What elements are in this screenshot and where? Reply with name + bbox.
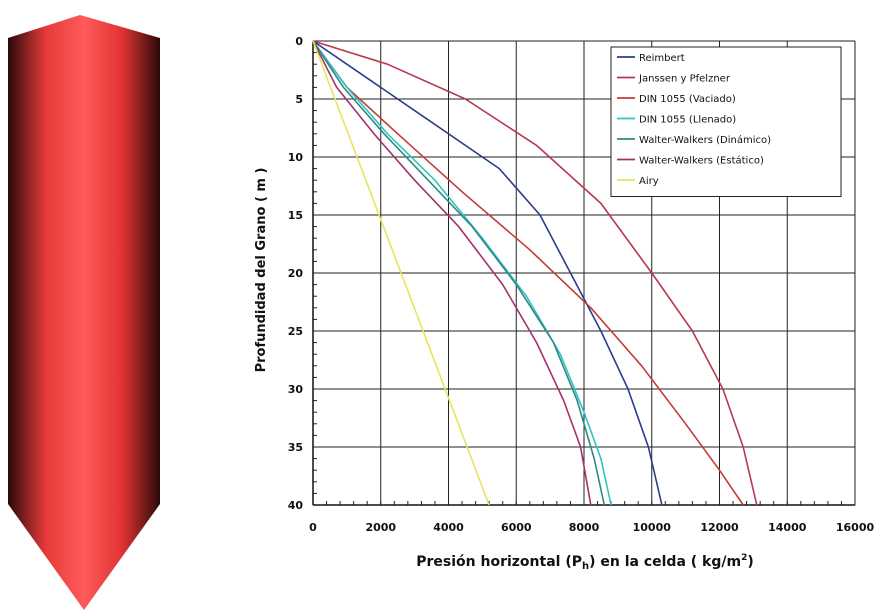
y-tick-label: 40 [288, 499, 304, 512]
series-line-3 [312, 40, 744, 506]
x-tick-labels: 0 2000 4000 6000 8000 10000 12000 14000 16000 [309, 521, 874, 534]
y-tick-labels: 0 5 10 15 20 25 30 35 40 [288, 35, 304, 512]
y-axis-title: Profundidad del Grano ( m ) [254, 168, 269, 373]
x-axis-title-sub: h [582, 561, 589, 572]
x-axis-title-mid: ) en la celda ( kg/m [589, 554, 741, 570]
chart-axes [312, 40, 856, 506]
y-tick-label: 0 [295, 35, 303, 48]
x-tick-label: 10000 [633, 521, 672, 534]
legend-entry: Janssen y Pfelzner [638, 74, 731, 85]
x-axis-title: Presión horizontal (Ph) en la celda ( kg… [416, 553, 754, 572]
legend: Reimbert Janssen y Pfelzner DIN 1055 (Vaci… [610, 46, 842, 197]
x-axis-title-main: Presión horizontal (P [416, 554, 582, 570]
y-tick-label: 5 [295, 93, 303, 106]
x-tick-label: 14000 [768, 521, 807, 534]
legend-entry: Airy [639, 176, 659, 187]
legend-entry: DIN 1055 (Vaciado) [639, 94, 736, 105]
series-line-4 [312, 40, 612, 506]
series-line-5 [312, 40, 606, 506]
y-tick-label: 35 [288, 441, 303, 454]
series-line-6 [312, 40, 592, 506]
series-line-1 [312, 40, 663, 506]
x-tick-label: 4000 [433, 521, 464, 534]
legend-box [610, 46, 842, 197]
y-tick-label: 30 [288, 383, 304, 396]
x-tick-label: 0 [309, 521, 317, 534]
x-axis-title-close: ) [747, 554, 753, 570]
legend-entry: Walter-Walkers (Dinámico) [639, 134, 771, 146]
x-tick-label: 8000 [569, 521, 600, 534]
silo-hopper [8, 504, 160, 610]
x-tick-label: 12000 [700, 521, 739, 534]
y-tick-label: 15 [288, 209, 303, 222]
y-tick-label: 25 [288, 325, 303, 338]
legend-entry: Walter-Walkers (Estático) [639, 155, 764, 167]
x-tick-label: 2000 [365, 521, 396, 534]
x-axis-title-sup: 2 [741, 553, 747, 563]
x-tick-label: 16000 [836, 521, 875, 534]
y-tick-label: 10 [288, 151, 304, 164]
chart-series [312, 40, 758, 506]
x-tick-label: 6000 [501, 521, 532, 534]
series-line-7 [312, 40, 490, 506]
silo-body [8, 38, 160, 504]
chart-grid [312, 40, 856, 506]
legend-entry: Reimbert [639, 53, 685, 64]
series-line-2 [312, 40, 758, 506]
legend-entry: DIN 1055 (Llenado) [639, 115, 736, 126]
silo-roof [8, 15, 160, 38]
y-tick-label: 20 [288, 267, 304, 280]
